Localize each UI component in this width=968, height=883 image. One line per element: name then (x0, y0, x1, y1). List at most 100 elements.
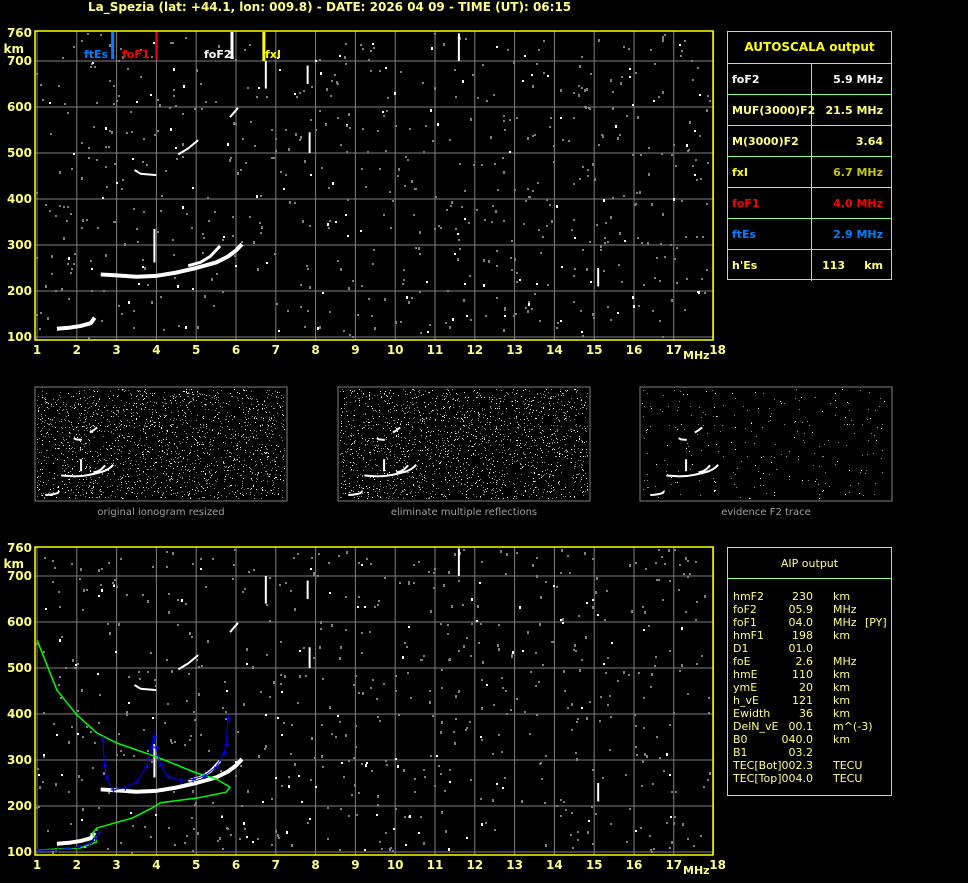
thumbnail-noise (500, 434, 501, 435)
thumbnail-noise (153, 476, 154, 477)
thumbnail-noise (196, 428, 197, 429)
thumbnail-noise (264, 467, 265, 468)
thumbnail-noise (390, 443, 391, 444)
noise-echo (42, 781, 44, 783)
thumbnail-noise (94, 400, 95, 401)
noise-echo (596, 224, 598, 226)
thumbnail-noise (426, 481, 427, 482)
thumbnail-noise (176, 396, 177, 397)
thumbnail-noise (479, 403, 480, 404)
thumbnail-noise (440, 453, 441, 454)
thumbnail-noise (539, 474, 540, 475)
noise-echo (275, 138, 277, 140)
noise-echo (45, 608, 47, 610)
noise-echo (152, 717, 154, 719)
aip-trace-point: + (86, 840, 94, 850)
noise-echo (534, 134, 536, 136)
noise-echo (681, 200, 683, 202)
thumbnail-noise (390, 451, 391, 452)
thumbnail-noise (464, 468, 465, 469)
thumbnail-noise (142, 396, 143, 397)
thumbnail-noise (552, 449, 553, 450)
thumbnail-noise (493, 490, 494, 491)
thumbnail-noise (44, 498, 45, 499)
thumbnail-noise (491, 408, 492, 409)
noise-echo (103, 290, 105, 292)
thumbnail-noise (453, 485, 454, 486)
noise-echo (573, 301, 575, 303)
thumbnail-noise (485, 450, 486, 451)
thumbnail-noise (125, 390, 126, 391)
thumbnail-noise (540, 426, 541, 427)
noise-echo (311, 86, 313, 88)
thumbnail-noise (262, 444, 263, 445)
thumbnail-noise (372, 416, 373, 417)
thumbnail-noise (525, 399, 526, 400)
thumbnail-noise (166, 437, 167, 438)
thumbnail-noise (66, 409, 67, 410)
thumbnail-noise (380, 393, 381, 394)
thumbnail-noise (133, 415, 134, 416)
noise-echo (285, 174, 287, 176)
noise-echo (54, 567, 56, 569)
thumbnail-noise (415, 492, 416, 493)
thumbnail-noise (516, 498, 517, 499)
noise-echo (296, 96, 298, 98)
thumbnail-noise (558, 394, 559, 395)
noise-echo (374, 606, 376, 608)
noise-echo (597, 614, 599, 616)
thumbnail-noise (497, 461, 498, 462)
thumbnail-noise (182, 424, 183, 425)
thumbnail-noise (370, 477, 371, 478)
noise-echo (504, 315, 506, 317)
thumbnail-noise (530, 488, 531, 489)
thumbnail-noise (582, 413, 583, 414)
thumbnail-noise (210, 402, 211, 403)
noise-echo (447, 624, 449, 626)
thumbnail-noise (172, 424, 173, 425)
thumbnail-noise (512, 401, 513, 402)
noise-echo (305, 675, 307, 677)
thumbnail-noise (574, 496, 575, 497)
thumbnail-noise (346, 444, 347, 445)
noise-echo (395, 758, 397, 760)
thumbnail-noise (107, 463, 108, 464)
aip-synthetic-trace (102, 718, 229, 791)
thumbnail-noise (202, 448, 203, 449)
noise-echo (701, 278, 703, 280)
thumbnail-noise (542, 462, 543, 463)
thumbnail-noise (241, 464, 242, 465)
noise-echo (610, 79, 612, 82)
aip-trace-point: + (34, 846, 42, 856)
thumbnail-noise (171, 412, 172, 413)
thumbnail-noise (207, 480, 208, 481)
thumbnail-noise (476, 397, 477, 398)
thumbnail-noise (521, 396, 522, 397)
thumbnail-noise (497, 408, 498, 409)
thumbnail-noise (386, 439, 387, 440)
thumbnail-noise (210, 473, 211, 474)
thumbnail-noise (574, 389, 575, 390)
thumbnail-noise (513, 498, 514, 499)
thumbnail-noise (271, 395, 272, 396)
thumbnail-noise (496, 399, 497, 400)
thumbnail-noise (253, 485, 254, 486)
noise-echo (243, 703, 245, 706)
thumbnail-noise (385, 401, 386, 402)
thumbnail-noise (137, 481, 138, 482)
thumbnail-noise (506, 460, 507, 461)
noise-echo (685, 236, 687, 238)
thumbnail-noise (162, 450, 163, 451)
thumbnail-noise (451, 451, 452, 452)
thumbnail-noise (432, 474, 433, 475)
noise-echo (52, 851, 54, 854)
thumbnail-noise (203, 471, 204, 472)
thumbnail-noise (554, 452, 555, 453)
thumbnail-noise (261, 472, 262, 473)
noise-echo (459, 552, 461, 555)
noise-echo (201, 665, 203, 667)
thumbnail-noise (500, 429, 501, 430)
noise-echo (592, 313, 594, 316)
noise-echo (578, 94, 580, 97)
noise-echo (662, 213, 664, 216)
